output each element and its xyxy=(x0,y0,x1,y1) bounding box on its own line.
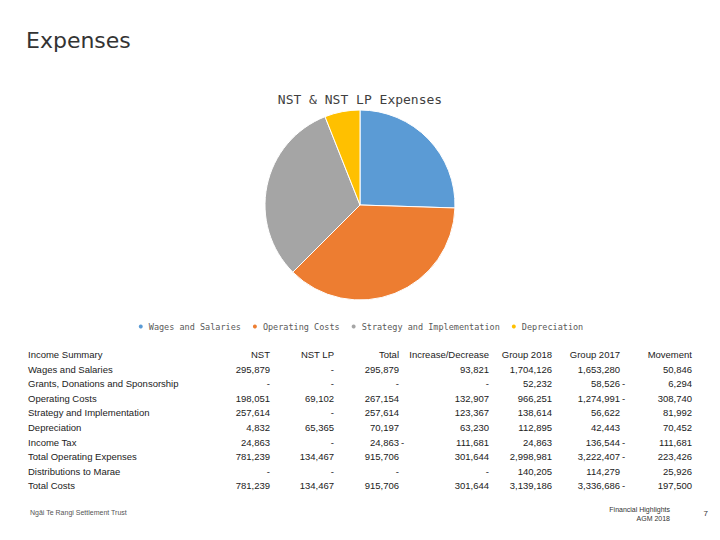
html-text:7: 7 xyxy=(703,509,708,518)
html-text:3,222,407 -: 3,222,407 - xyxy=(577,451,626,463)
html-text:NST: NST xyxy=(251,349,270,360)
html-text:111,681: 111,681 xyxy=(659,436,692,448)
html-text:197,500: 197,500 xyxy=(657,480,692,492)
html-text:AGM 2018: AGM 2018 xyxy=(636,515,670,522)
html-text:295,879: 295,879 xyxy=(364,363,399,375)
html-text:112,895: 112,895 xyxy=(518,422,552,433)
html-text:24,863 -: 24,863 - xyxy=(369,436,405,448)
html-text:42,443: 42,443 xyxy=(590,422,620,433)
html-text:24,863: 24,863 xyxy=(522,436,552,448)
html-text:56,622: 56,622 xyxy=(590,407,620,419)
html-text:3,139,186: 3,139,186 xyxy=(509,480,552,492)
html-text:70,197: 70,197 xyxy=(369,422,399,433)
html-text:52,232: 52,232 xyxy=(522,378,552,390)
html-text:111,681: 111,681 xyxy=(456,436,489,448)
html-text:1,274,991 -: 1,274,991 - xyxy=(577,392,626,404)
html-text:Group 2017: Group 2017 xyxy=(569,349,620,360)
html-text:Financial Highlights: Financial Highlights xyxy=(609,506,670,513)
html-text:257,614: 257,614 xyxy=(235,407,270,419)
html-text:136,544 -: 136,544 - xyxy=(585,436,626,448)
html-text:2,998,981: 2,998,981 xyxy=(509,451,552,463)
html-text:Strategy and Implementation: Strategy and Implementation xyxy=(28,407,150,419)
html-text:NST LP: NST LP xyxy=(300,349,334,360)
html-text:138,614: 138,614 xyxy=(517,407,552,419)
html-text:Distributions to Marae: Distributions to Marae xyxy=(28,465,121,477)
html-text:81,992: 81,992 xyxy=(662,407,692,419)
html-text:Total Operating Expenses: Total Operating Expenses xyxy=(28,451,137,463)
svg-text:Wages and Salaries: Wages and Salaries xyxy=(149,322,241,332)
html-text:Depreciation: Depreciation xyxy=(28,422,82,433)
html-text:308,740: 308,740 xyxy=(657,392,692,404)
html-text:Expenses: Expenses xyxy=(26,28,131,53)
html-text:966,251: 966,251 xyxy=(517,392,552,404)
html-text:Income Summary: Income Summary xyxy=(28,349,103,360)
svg-text:Operating Costs: Operating Costs xyxy=(263,322,340,332)
html-text:3,336,686 -: 3,336,686 - xyxy=(577,480,626,492)
html-text:267,154: 267,154 xyxy=(364,392,399,404)
html-text:Income Tax: Income Tax xyxy=(28,436,77,448)
html-text:114,279: 114,279 xyxy=(586,465,620,477)
html-text:93,821: 93,821 xyxy=(459,363,489,375)
svg-text:NST & NST LP Expenses: NST & NST LP Expenses xyxy=(278,92,442,107)
html-text:915,706: 915,706 xyxy=(364,451,399,463)
html-text:Grants, Donations and Sponsors: Grants, Donations and Sponsorship xyxy=(28,378,179,390)
html-text:198,051: 198,051 xyxy=(235,392,270,404)
html-text:1,653,280: 1,653,280 xyxy=(577,363,620,375)
html-text:Total: Total xyxy=(378,349,399,360)
html-text:69,102: 69,102 xyxy=(304,392,334,404)
html-text:6,294: 6,294 xyxy=(668,378,692,390)
html-text:Wages and Salaries: Wages and Salaries xyxy=(28,363,113,375)
html-text:123,367: 123,367 xyxy=(454,407,489,419)
html-text:134,467: 134,467 xyxy=(299,480,334,492)
html-text:Increase/Decrease: Increase/Decrease xyxy=(409,349,489,360)
html-text:301,644: 301,644 xyxy=(454,480,489,492)
html-text:Total Costs: Total Costs xyxy=(28,480,75,492)
html-text:25,926: 25,926 xyxy=(662,465,692,477)
html-text:223,426: 223,426 xyxy=(657,451,692,463)
svg-text:Strategy and Implementation: Strategy and Implementation xyxy=(362,322,500,332)
html-text:4,832: 4,832 xyxy=(246,422,270,433)
html-text:1,704,126: 1,704,126 xyxy=(509,363,552,375)
html-text:132,907: 132,907 xyxy=(454,392,489,404)
html-text:Group 2018: Group 2018 xyxy=(501,349,552,360)
html-text:140,205: 140,205 xyxy=(517,465,552,477)
html-text:134,467: 134,467 xyxy=(299,451,334,463)
html-text:Ngāi Te Rangi Settlement Trust: Ngāi Te Rangi Settlement Trust xyxy=(30,509,127,516)
html-text:24,863: 24,863 xyxy=(240,436,270,448)
html-text:Operating Costs: Operating Costs xyxy=(28,392,97,404)
html-text:58,526 -: 58,526 - xyxy=(590,378,626,390)
html-text:781,239: 781,239 xyxy=(235,480,270,492)
html-text:63,230: 63,230 xyxy=(459,422,489,433)
html-text:Movement: Movement xyxy=(647,349,692,360)
html-text:50,846: 50,846 xyxy=(662,363,692,375)
html-text:65,365: 65,365 xyxy=(304,422,334,433)
html-text:301,644: 301,644 xyxy=(454,451,489,463)
svg-text:Depreciation: Depreciation xyxy=(522,322,583,332)
html-text:257,614: 257,614 xyxy=(364,407,399,419)
html-text:781,239: 781,239 xyxy=(235,451,270,463)
html-text:70,452: 70,452 xyxy=(662,422,692,433)
html-text:915,706: 915,706 xyxy=(364,480,399,492)
html-text:295,879: 295,879 xyxy=(235,363,270,375)
